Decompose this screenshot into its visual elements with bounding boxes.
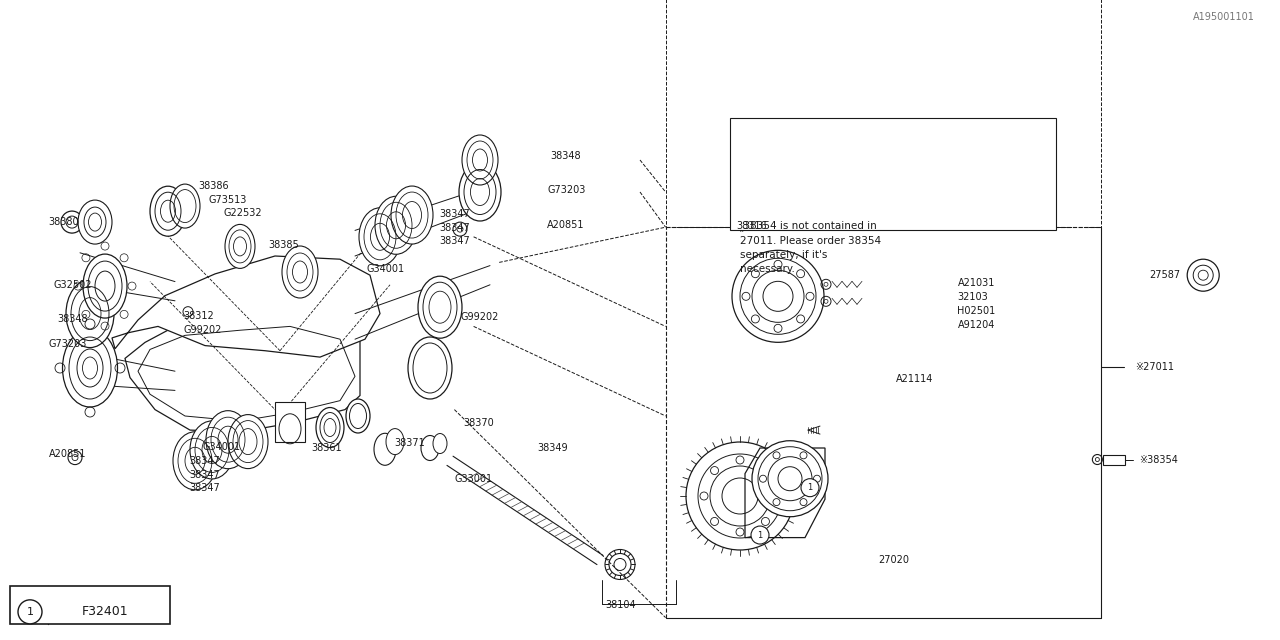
Ellipse shape (408, 337, 452, 399)
Text: 38316: 38316 (736, 221, 767, 231)
Text: 38347: 38347 (439, 223, 470, 233)
Text: 27020: 27020 (878, 555, 909, 565)
Ellipse shape (419, 276, 462, 338)
Text: 1: 1 (808, 483, 813, 492)
Text: 38347: 38347 (439, 236, 470, 246)
Text: ※38354: ※38354 (1139, 454, 1178, 465)
Text: G73203: G73203 (49, 339, 87, 349)
Circle shape (753, 441, 828, 516)
Text: 38347: 38347 (439, 209, 470, 220)
Text: 38386: 38386 (198, 181, 229, 191)
Text: 38380: 38380 (49, 217, 79, 227)
Polygon shape (113, 256, 380, 357)
Text: 32103: 32103 (957, 292, 988, 302)
Text: 38370: 38370 (463, 418, 494, 428)
Circle shape (751, 526, 769, 544)
Text: ‸38354 is not contained in
27011. Please order 38354
separately, if it's
necessa: ‸38354 is not contained in 27011. Please… (740, 221, 881, 274)
Ellipse shape (170, 184, 200, 228)
Text: G34001: G34001 (366, 264, 404, 274)
Text: G99202: G99202 (461, 312, 499, 323)
Ellipse shape (282, 246, 317, 298)
Ellipse shape (358, 208, 401, 266)
Ellipse shape (374, 433, 396, 465)
Circle shape (68, 451, 82, 465)
Text: 38349: 38349 (538, 443, 568, 453)
Circle shape (1187, 259, 1219, 291)
Text: H02501: H02501 (957, 306, 996, 316)
Text: A195001101: A195001101 (1193, 12, 1254, 22)
Text: G32502: G32502 (54, 280, 92, 290)
Ellipse shape (433, 433, 447, 454)
Text: A21031: A21031 (957, 278, 995, 288)
Bar (730, 118, 1056, 230)
Ellipse shape (390, 186, 433, 244)
Circle shape (609, 554, 631, 575)
Text: 38347: 38347 (189, 483, 220, 493)
Text: 38385: 38385 (269, 240, 300, 250)
Bar (275, 402, 305, 442)
Polygon shape (745, 448, 826, 538)
Polygon shape (125, 314, 360, 432)
Text: A21114: A21114 (896, 374, 933, 384)
Ellipse shape (421, 435, 439, 461)
Text: 38348: 38348 (58, 314, 88, 324)
Text: 38104: 38104 (605, 600, 636, 611)
Circle shape (18, 600, 42, 624)
Bar (666, 0, 1101, 227)
Circle shape (61, 211, 83, 233)
Circle shape (453, 222, 467, 236)
Ellipse shape (67, 280, 114, 348)
Circle shape (801, 479, 819, 497)
Bar (10, 586, 170, 624)
Bar (1103, 454, 1125, 465)
Text: 1: 1 (758, 531, 763, 540)
Text: 27587: 27587 (1149, 270, 1180, 280)
Text: G73513: G73513 (209, 195, 247, 205)
Text: F32401: F32401 (82, 605, 128, 618)
Text: G33001: G33001 (454, 474, 493, 484)
Text: A20851: A20851 (547, 220, 584, 230)
Ellipse shape (63, 329, 118, 407)
Ellipse shape (225, 225, 255, 268)
Text: 38347: 38347 (189, 470, 220, 480)
Ellipse shape (462, 135, 498, 185)
Ellipse shape (460, 163, 500, 221)
Text: G73203: G73203 (548, 185, 586, 195)
Ellipse shape (150, 186, 186, 236)
Text: A20851: A20851 (49, 449, 86, 460)
Text: G99202: G99202 (183, 325, 221, 335)
Text: ※27011: ※27011 (1135, 362, 1174, 372)
Ellipse shape (316, 408, 344, 447)
Circle shape (732, 250, 824, 342)
Ellipse shape (375, 196, 417, 254)
Text: G22532: G22532 (224, 208, 262, 218)
Ellipse shape (83, 254, 127, 318)
Ellipse shape (228, 415, 268, 468)
Ellipse shape (189, 421, 234, 479)
Ellipse shape (206, 411, 250, 468)
Text: A91204: A91204 (957, 320, 995, 330)
Text: 38347: 38347 (189, 456, 220, 467)
Text: 38312: 38312 (183, 311, 214, 321)
Text: G34001: G34001 (202, 442, 241, 452)
Ellipse shape (173, 432, 218, 490)
Text: 38361: 38361 (311, 443, 342, 453)
Text: 1: 1 (27, 607, 33, 617)
Text: 38371: 38371 (394, 438, 425, 448)
Ellipse shape (387, 429, 404, 454)
Ellipse shape (346, 399, 370, 433)
Text: 38348: 38348 (550, 151, 581, 161)
Ellipse shape (78, 200, 113, 244)
